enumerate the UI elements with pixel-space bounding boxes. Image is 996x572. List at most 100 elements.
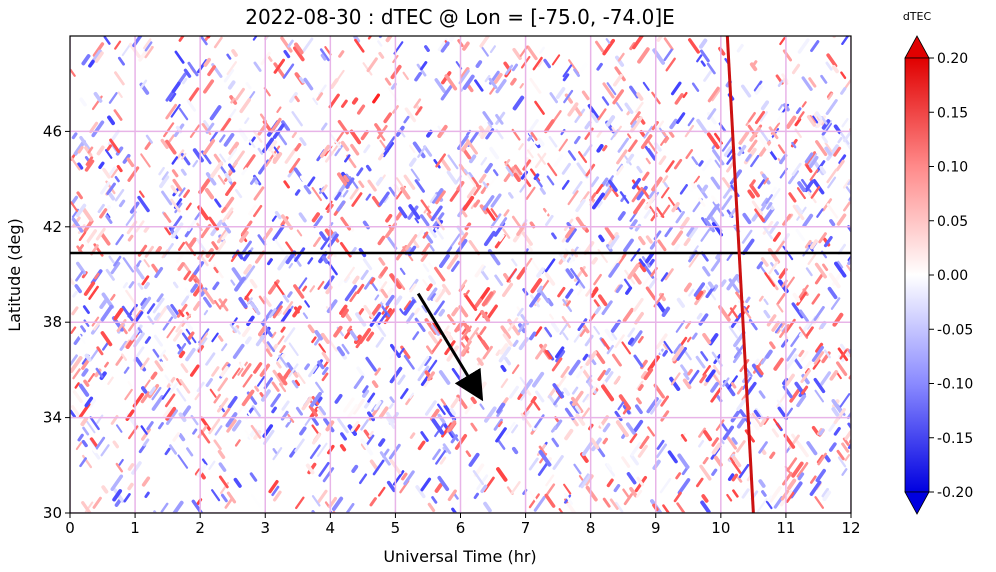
- dtec-streak: [484, 163, 493, 174]
- dtec-streak: [593, 381, 602, 392]
- dtec-streak: [532, 371, 545, 388]
- dtec-streak: [837, 260, 844, 269]
- dtec-streak: [766, 202, 773, 210]
- dtec-streak: [499, 343, 509, 355]
- dtec-streak: [640, 134, 653, 150]
- dtec-streak: [791, 141, 797, 149]
- dtec-streak: [409, 432, 416, 439]
- dtec-streak: [278, 354, 289, 368]
- dtec-streak: [360, 442, 367, 450]
- dtec-streak: [324, 150, 335, 163]
- dtec-streak: [655, 333, 668, 349]
- dtec-streak: [527, 244, 533, 252]
- dtec-streak: [234, 276, 246, 292]
- dtec-streak: [99, 208, 108, 219]
- dtec-streak: [317, 360, 325, 370]
- dtec-streak: [761, 173, 771, 185]
- dtec-streak: [426, 359, 438, 374]
- dtec-streak: [378, 36, 383, 39]
- dtec-streak: [409, 392, 415, 399]
- dtec-streak: [172, 178, 183, 192]
- y-tick-label: 42: [43, 218, 62, 236]
- dtec-streak: [575, 413, 586, 426]
- dtec-streak: [239, 230, 249, 243]
- dtec-streak: [337, 418, 349, 434]
- dtec-streak: [450, 434, 458, 444]
- dtec-streak: [618, 394, 632, 411]
- dtec-streak: [194, 468, 202, 476]
- dtec-streak: [417, 355, 430, 372]
- dtec-streak: [148, 386, 156, 396]
- dtec-streak: [688, 252, 700, 268]
- dtec-streak: [529, 291, 542, 308]
- dtec-streak: [402, 71, 409, 80]
- dtec-streak: [562, 64, 573, 78]
- dtec-streak: [670, 372, 681, 386]
- dtec-streak: [806, 441, 818, 456]
- dtec-streak: [108, 92, 118, 104]
- dtec-streak: [223, 68, 235, 83]
- dtec-streak: [234, 87, 245, 101]
- dtec-streak: [440, 85, 453, 101]
- dtec-streak: [579, 407, 591, 422]
- dtec-streak: [226, 53, 232, 60]
- dtec-streak: [433, 300, 445, 316]
- dtec-streak: [794, 117, 802, 127]
- dtec-streak: [365, 193, 372, 201]
- dtec-streak: [151, 263, 160, 275]
- dtec-streak: [114, 498, 122, 507]
- dtec-streak: [482, 181, 488, 188]
- dtec-streak: [699, 373, 707, 384]
- dtec-streak: [188, 237, 197, 249]
- dtec-streak: [613, 484, 621, 493]
- dtec-streak: [108, 192, 116, 201]
- dtec-streak: [229, 323, 237, 334]
- dtec-streak: [78, 383, 90, 397]
- dtec-streak: [276, 361, 282, 369]
- dtec-streak: [590, 176, 600, 188]
- dtec-streak: [765, 349, 773, 359]
- dtec-streak: [205, 377, 213, 388]
- dtec-streak: [841, 468, 848, 476]
- dtec-streak: [659, 477, 672, 494]
- dtec-streak: [529, 130, 538, 141]
- dtec-streak: [635, 397, 642, 405]
- dtec-streak: [316, 92, 324, 101]
- dtec-streak: [174, 50, 185, 64]
- dtec-streak: [698, 197, 706, 207]
- dtec-streak: [382, 141, 394, 158]
- dtec-streak: [178, 350, 186, 359]
- dtec-streak: [403, 470, 415, 486]
- dtec-streak: [804, 368, 810, 374]
- dtec-streak: [403, 300, 412, 311]
- dtec-streak: [738, 463, 750, 479]
- dtec-streak: [510, 481, 521, 495]
- dtec-streak: [346, 325, 353, 332]
- dtec-streak: [473, 199, 481, 208]
- dtec-streak: [832, 36, 837, 39]
- dtec-streak: [844, 454, 851, 462]
- dtec-streak: [437, 413, 446, 424]
- dtec-streak: [601, 384, 615, 402]
- dtec-streak: [251, 405, 261, 418]
- dtec-streak: [115, 355, 124, 366]
- dtec-streak: [250, 424, 262, 439]
- dtec-streak: [680, 336, 688, 346]
- dtec-streak: [741, 488, 750, 499]
- dtec-streak: [801, 101, 807, 108]
- dtec-streak: [123, 493, 131, 503]
- dtec-streak: [447, 154, 459, 170]
- dtec-streak: [227, 395, 238, 409]
- dtec-streak: [213, 36, 223, 49]
- dtec-streak: [760, 100, 769, 111]
- dtec-streak: [248, 139, 256, 148]
- dtec-streak: [840, 87, 847, 95]
- dtec-streak: [75, 203, 87, 217]
- dtec-streak: [349, 291, 358, 303]
- dtec-streak: [141, 476, 151, 487]
- dtec-streak: [189, 364, 200, 377]
- dtec-streak: [671, 345, 685, 362]
- dtec-streak: [809, 239, 818, 250]
- dtec-streak: [767, 135, 779, 150]
- dtec-streak: [177, 72, 187, 85]
